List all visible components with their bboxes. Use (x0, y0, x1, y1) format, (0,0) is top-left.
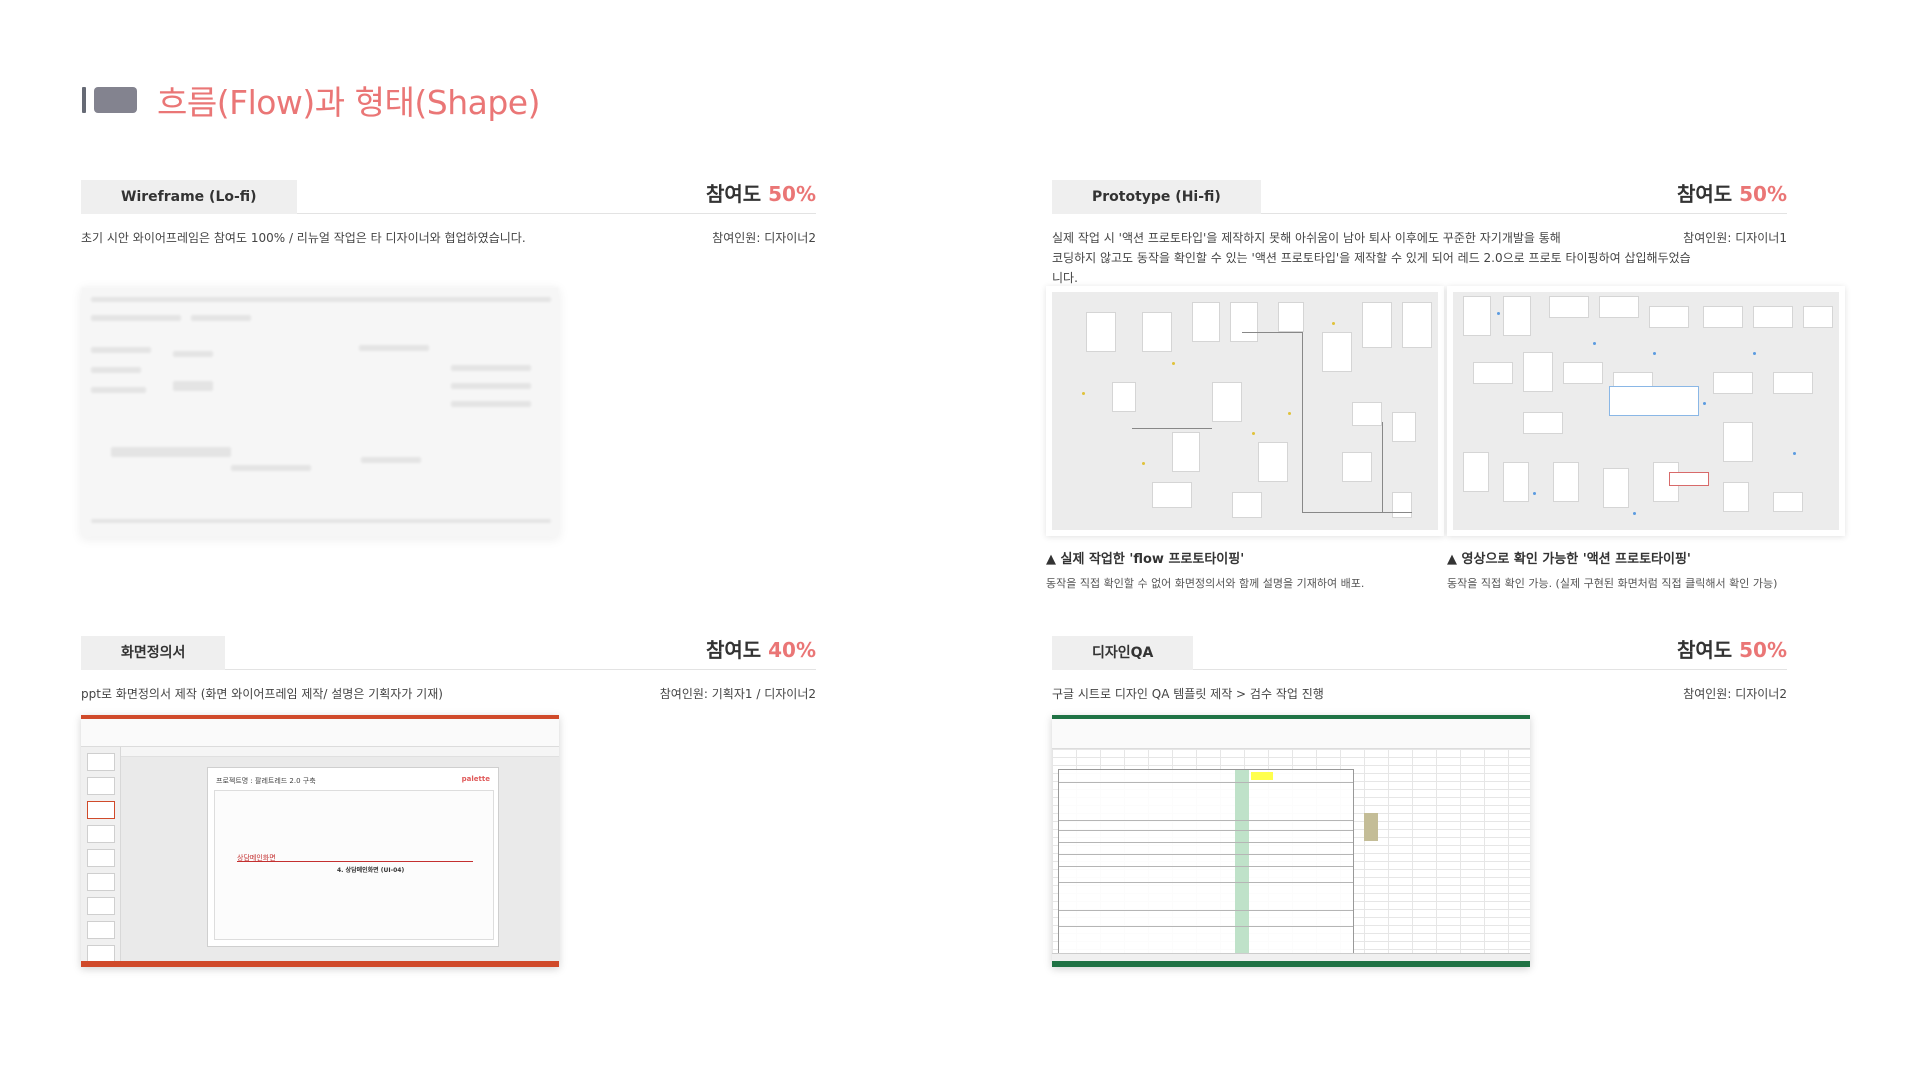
prototype-label: Prototype (Hi-fi) (1052, 180, 1261, 214)
ppt-screenshot: 프로젝트명 : 팔레트레드 2.0 구축 palette 상담메인화면 4. 상… (81, 715, 559, 967)
ppt-statusbar (81, 961, 559, 967)
participation-value: 50% (768, 182, 816, 206)
qa-description: 구글 시트로 디자인 QA 템플릿 제작 > 검수 작업 진행 (1052, 687, 1324, 701)
ppt-slide: 프로젝트명 : 팔레트레드 2.0 구축 palette 상담메인화면 4. 상… (207, 767, 499, 947)
highlight-cell (1251, 772, 1273, 780)
section-description: 구글 시트로 디자인 QA 템플릿 제작 > 검수 작업 진행 참여인원: 디자… (1052, 684, 1787, 704)
prototype-section: Prototype (Hi-fi) 참여도 50% 실제 작업 시 '액션 프로… (1052, 180, 1787, 288)
action-prototype-caption: ▲ 영상으로 확인 가능한 '액션 프로토타이핑' 동작을 직접 확인 가능. … (1447, 548, 1845, 591)
section-header: 화면정의서 참여도 40% (81, 636, 816, 670)
slide-divider (237, 861, 473, 862)
spec-description: ppt로 화면정의서 제작 (화면 와이어프레임 제작/ 설명은 기획자가 기재… (81, 687, 443, 701)
slide-logo: palette (461, 775, 490, 783)
qa-label: 디자인QA (1052, 636, 1194, 670)
flow-prototype-screenshot (1046, 286, 1444, 536)
excel-titlebar (1052, 715, 1530, 719)
participation-value: 50% (1739, 638, 1787, 662)
action-canvas (1453, 292, 1839, 530)
excel-screenshot (1052, 715, 1530, 967)
participation: 참여도 40% (706, 634, 816, 663)
highlight-cell (1364, 813, 1378, 841)
ppt-titlebar (81, 715, 559, 719)
participation: 참여도 50% (706, 178, 816, 207)
prototype-description: 실제 작업 시 '액션 프로토타입'을 제작하지 못해 아쉬움이 남아 퇴사 이… (1052, 228, 1692, 288)
flow-prototype-caption: ▲ 실제 작업한 'flow 프로토타이핑' 동작을 직접 확인할 수 없어 화… (1046, 548, 1444, 591)
qa-table (1058, 769, 1354, 955)
participation: 참여도 50% (1677, 178, 1787, 207)
participation: 참여도 50% (1677, 634, 1787, 663)
section-description: 실제 작업 시 '액션 프로토타입'을 제작하지 못해 아쉬움이 남아 퇴사 이… (1052, 228, 1787, 288)
spec-label: 화면정의서 (81, 636, 226, 670)
excel-statusbar (1052, 961, 1530, 967)
slide-label-sub: 4. 상담메인화면 (UI-04) (337, 867, 405, 874)
wireframe-label: Wireframe (Lo-fi) (81, 180, 297, 214)
ppt-thumbnail-pane (81, 747, 121, 967)
ppt-ribbon (81, 719, 559, 747)
slide-title: 프로젝트명 : 팔레트레드 2.0 구축 (216, 777, 316, 785)
wireframe-section: Wireframe (Lo-fi) 참여도 50% 초기 시안 와이어프레임은 … (81, 180, 816, 248)
caption-title: ▲ 영상으로 확인 가능한 '액션 프로토타이핑' (1447, 552, 1691, 567)
members: 참여인원: 디자이너2 (1683, 687, 1787, 701)
wireframe-description: 초기 시안 와이어프레임은 참여도 100% / 리뉴얼 작업은 타 디자이너와… (81, 231, 526, 245)
qa-section: 디자인QA 참여도 50% 구글 시트로 디자인 QA 템플릿 제작 > 검수 … (1052, 636, 1787, 704)
participation-label: 참여도 (1676, 182, 1733, 206)
excel-ribbon (1052, 719, 1530, 749)
caption-desc: 동작을 직접 확인 가능. (실제 구현된 화면처럼 직접 클릭해서 확인 가능… (1447, 577, 1778, 590)
page-title-text: 흐름(Flow)과 형태(Shape) (157, 83, 540, 122)
section-header: Prototype (Hi-fi) 참여도 50% (1052, 180, 1787, 214)
section-description: ppt로 화면정의서 제작 (화면 와이어프레임 제작/ 설명은 기획자가 기재… (81, 684, 816, 704)
participation-label: 참여도 (705, 182, 762, 206)
spec-section: 화면정의서 참여도 40% ppt로 화면정의서 제작 (화면 와이어프레임 제… (81, 636, 816, 704)
excel-grid (1052, 749, 1530, 961)
members: 참여인원: 디자이너1 (1683, 231, 1787, 245)
description-line: 코딩하지 않고도 동작을 확인할 수 있는 '액션 프로토타입'을 제작할 수 … (1052, 251, 1691, 285)
participation-value: 40% (768, 638, 816, 662)
section-description: 초기 시안 와이어프레임은 참여도 100% / 리뉴얼 작업은 타 디자이너와… (81, 228, 816, 248)
section-header: 디자인QA 참여도 50% (1052, 636, 1787, 670)
action-prototype-screenshot (1447, 286, 1845, 536)
title-block-icon (94, 87, 137, 113)
qa-status-column (1235, 770, 1249, 954)
participation-label: 참여도 (1676, 638, 1733, 662)
wireframe-screenshot (81, 287, 559, 537)
members: 참여인원: 디자이너2 (712, 231, 816, 245)
ppt-stage: 프로젝트명 : 팔레트레드 2.0 구축 palette 상담메인화면 4. 상… (121, 757, 559, 963)
excel-sheet-tabs[interactable] (1052, 953, 1530, 961)
description-line: 실제 작업 시 '액션 프로토타입'을 제작하지 못해 아쉬움이 남아 퇴사 이… (1052, 231, 1561, 245)
slide-label-main: 상담메인화면 (237, 854, 276, 862)
participation-value: 50% (1739, 182, 1787, 206)
ppt-ruler (121, 747, 559, 757)
caption-desc: 동작을 직접 확인할 수 없어 화면정의서와 함께 설명을 기재하여 배포. (1046, 577, 1365, 590)
members: 참여인원: 기획자1 / 디자이너2 (659, 687, 816, 701)
page-title: 흐름(Flow)과 형태(Shape) (82, 78, 540, 122)
flow-canvas (1052, 292, 1438, 530)
participation-label: 참여도 (705, 638, 762, 662)
caption-title: ▲ 실제 작업한 'flow 프로토타이핑' (1046, 552, 1245, 567)
slide-frame: 상담메인화면 4. 상담메인화면 (UI-04) (214, 790, 494, 940)
section-header: Wireframe (Lo-fi) 참여도 50% (81, 180, 816, 214)
title-accent-bar (82, 87, 86, 113)
